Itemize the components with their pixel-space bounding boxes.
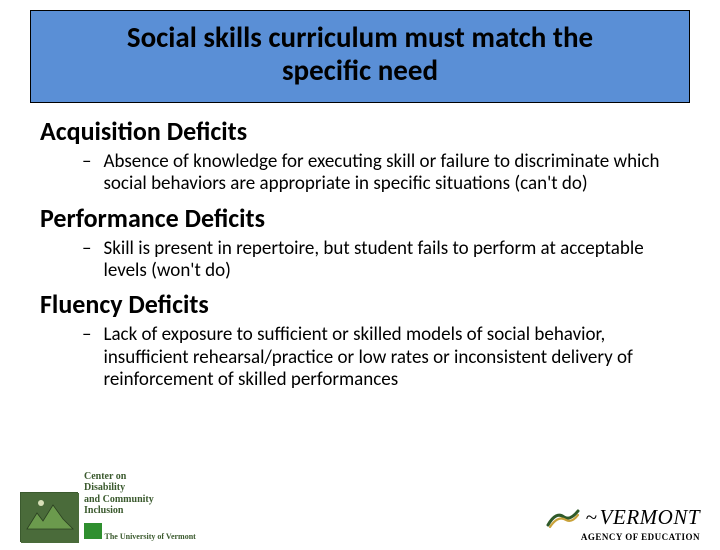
uvm-logo-icon: [20, 492, 78, 542]
bullet-dash-icon: –: [82, 238, 91, 261]
vermont-agency: AGENCY OF EDUCATION: [546, 532, 700, 542]
title-line-2: specific need: [282, 52, 438, 88]
vermont-name: ~VERMONT: [586, 505, 700, 530]
vermont-swoosh-icon: [546, 507, 580, 529]
uvm-center-text: Center on Disability and Community Inclu…: [84, 471, 196, 543]
bullet-text-acquisition: Absence of knowledge for executing skill…: [103, 151, 674, 196]
uvm-line1: Center on: [84, 471, 126, 482]
section-heading-acquisition: Acquisition Deficits: [40, 115, 680, 147]
section-heading-fluency: Fluency Deficits: [40, 288, 680, 320]
slide-title-bar: Social skills curriculum must match the …: [30, 10, 690, 103]
slide-title: Social skills curriculum must match the …: [31, 21, 689, 88]
title-line-1: Social skills curriculum must match the: [127, 19, 593, 55]
uvm-line4: Inclusion: [84, 505, 123, 516]
bullet-text-fluency: Lack of exposure to sufficient or skille…: [103, 324, 674, 391]
vermont-mark: ~VERMONT: [546, 505, 700, 530]
bullet-row: – Skill is present in repertoire, but st…: [82, 238, 674, 283]
uvm-small-square-icon: [84, 523, 102, 539]
bullet-row: – Lack of exposure to sufficient or skil…: [82, 324, 674, 391]
left-logo-block: Center on Disability and Community Inclu…: [20, 471, 196, 543]
uvm-line3: and Community: [84, 494, 154, 505]
slide-footer: Center on Disability and Community Inclu…: [0, 472, 720, 542]
uvm-line2: Disability: [84, 482, 125, 493]
uvm-sub: The University of Vermont: [84, 521, 196, 543]
bullet-row: – Absence of knowledge for executing ski…: [82, 151, 674, 196]
section-heading-performance: Performance Deficits: [40, 202, 680, 234]
bullet-dash-icon: –: [82, 151, 91, 174]
slide-content: Acquisition Deficits – Absence of knowle…: [0, 115, 720, 392]
uvm-university: The University of Vermont: [105, 532, 196, 541]
right-logo-block: ~VERMONT AGENCY OF EDUCATION: [546, 505, 700, 542]
bullet-dash-icon: –: [82, 324, 91, 347]
bullet-text-performance: Skill is present in repertoire, but stud…: [103, 238, 674, 283]
